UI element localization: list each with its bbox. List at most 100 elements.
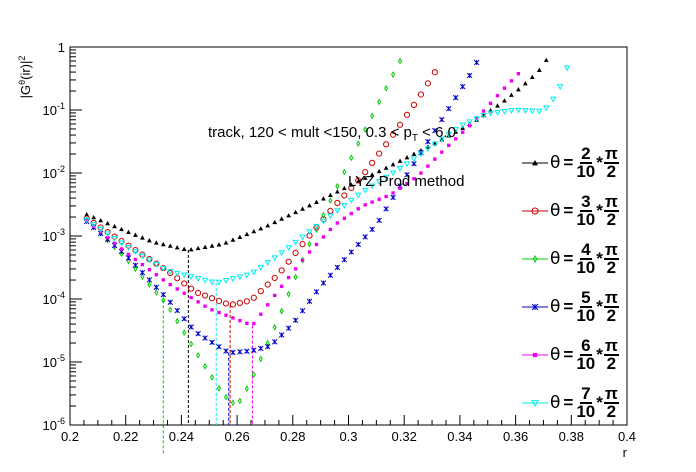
legend-equals: = [563, 345, 574, 364]
data-point [147, 281, 152, 288]
data-point [265, 223, 271, 228]
data-point [314, 242, 319, 247]
data-point [390, 194, 396, 201]
data-point [454, 137, 458, 141]
data-point [389, 131, 397, 138]
data-point [293, 267, 298, 271]
data-point [516, 71, 521, 76]
data-point [272, 324, 277, 331]
data-point [439, 116, 445, 123]
data-point [370, 112, 375, 120]
legend-label: θ = 2 10 * π 2 [550, 141, 619, 185]
data-point [196, 351, 201, 359]
data-point [84, 212, 90, 217]
y-axis-ticks: 10-6 10-5 10-4 10-3 10-2 10-1 1 [43, 40, 82, 433]
data-point [285, 245, 292, 251]
data-point [210, 373, 215, 381]
data-point [321, 211, 326, 219]
data-point [327, 213, 334, 220]
data-point [389, 170, 397, 177]
data-point [403, 161, 411, 168]
data-point [216, 242, 222, 247]
legend-entry: θ = 3 10 * π 2 [522, 188, 632, 234]
data-point [111, 235, 118, 242]
data-point [446, 105, 452, 112]
data-point [279, 307, 284, 315]
data-point [217, 310, 221, 315]
data-point [341, 192, 348, 199]
data-point [563, 65, 571, 72]
data-point [480, 113, 487, 119]
data-point [532, 352, 538, 358]
data-point [417, 151, 425, 158]
data-point [257, 264, 265, 271]
data-point [328, 197, 333, 205]
data-point [250, 269, 258, 276]
x-tick-label: 0.2 [61, 429, 79, 444]
y-tick-label: 10-1 [43, 101, 65, 118]
data-point [203, 304, 207, 308]
data-point [356, 207, 360, 211]
data-point [348, 184, 355, 192]
data-point [167, 243, 173, 248]
data-point [313, 289, 320, 295]
data-point [209, 243, 215, 248]
data-point [334, 208, 341, 215]
data-point [382, 141, 390, 148]
data-point [426, 164, 430, 168]
data-point [320, 280, 327, 286]
data-point [349, 154, 354, 162]
data-point [188, 247, 194, 252]
data-point [391, 71, 396, 78]
data-point [299, 308, 306, 314]
data-point [112, 223, 117, 229]
legend-theta: θ [550, 297, 561, 317]
data-point [201, 292, 209, 299]
data-point [203, 362, 208, 370]
data-point [244, 348, 250, 355]
data-point [139, 269, 146, 276]
x-axis-ticks: 0.2 0.22 0.24 0.26 0.28 0.3 0.32 0.34 0.36 0.38 0.… [61, 415, 636, 444]
x-tick-label: 0.24 [169, 429, 194, 444]
data-point [105, 220, 110, 226]
data-point [341, 185, 347, 191]
data-point [278, 332, 285, 338]
legend-entry: θ = 2 10 * π 2 [522, 140, 632, 186]
legend-label: θ = 5 10 * π 2 [550, 285, 619, 329]
x-axis-label: r [623, 445, 628, 460]
legend-theta: θ [550, 153, 561, 173]
data-point [542, 105, 550, 112]
legend-marker [522, 303, 548, 311]
series-6 [85, 71, 521, 326]
data-point [334, 189, 340, 194]
data-point [90, 222, 97, 228]
data-point [279, 216, 285, 221]
data-point [119, 247, 124, 251]
data-point [195, 245, 201, 251]
data-point [229, 276, 237, 283]
data-point [473, 59, 480, 66]
data-point [189, 295, 193, 300]
data-point [258, 226, 264, 231]
data-point [222, 300, 230, 307]
data-point [509, 92, 514, 97]
data-point [279, 284, 284, 288]
data-point [452, 94, 459, 101]
data-point [188, 285, 195, 292]
data-point [98, 217, 104, 223]
legend-fraction: 6 10 [576, 336, 596, 373]
legend-label: θ = 3 10 * π 2 [550, 189, 619, 233]
data-point [168, 306, 173, 314]
legend-equals: = [563, 249, 574, 268]
data-series [83, 57, 571, 407]
data-point [383, 165, 389, 170]
data-point [447, 143, 451, 147]
data-point [410, 156, 418, 163]
legend-fraction: 4 10 [576, 240, 596, 277]
data-point [146, 238, 152, 243]
data-point [473, 116, 480, 123]
data-point [307, 203, 312, 208]
data-point [349, 211, 353, 216]
data-point [216, 343, 222, 350]
data-point [104, 231, 111, 238]
